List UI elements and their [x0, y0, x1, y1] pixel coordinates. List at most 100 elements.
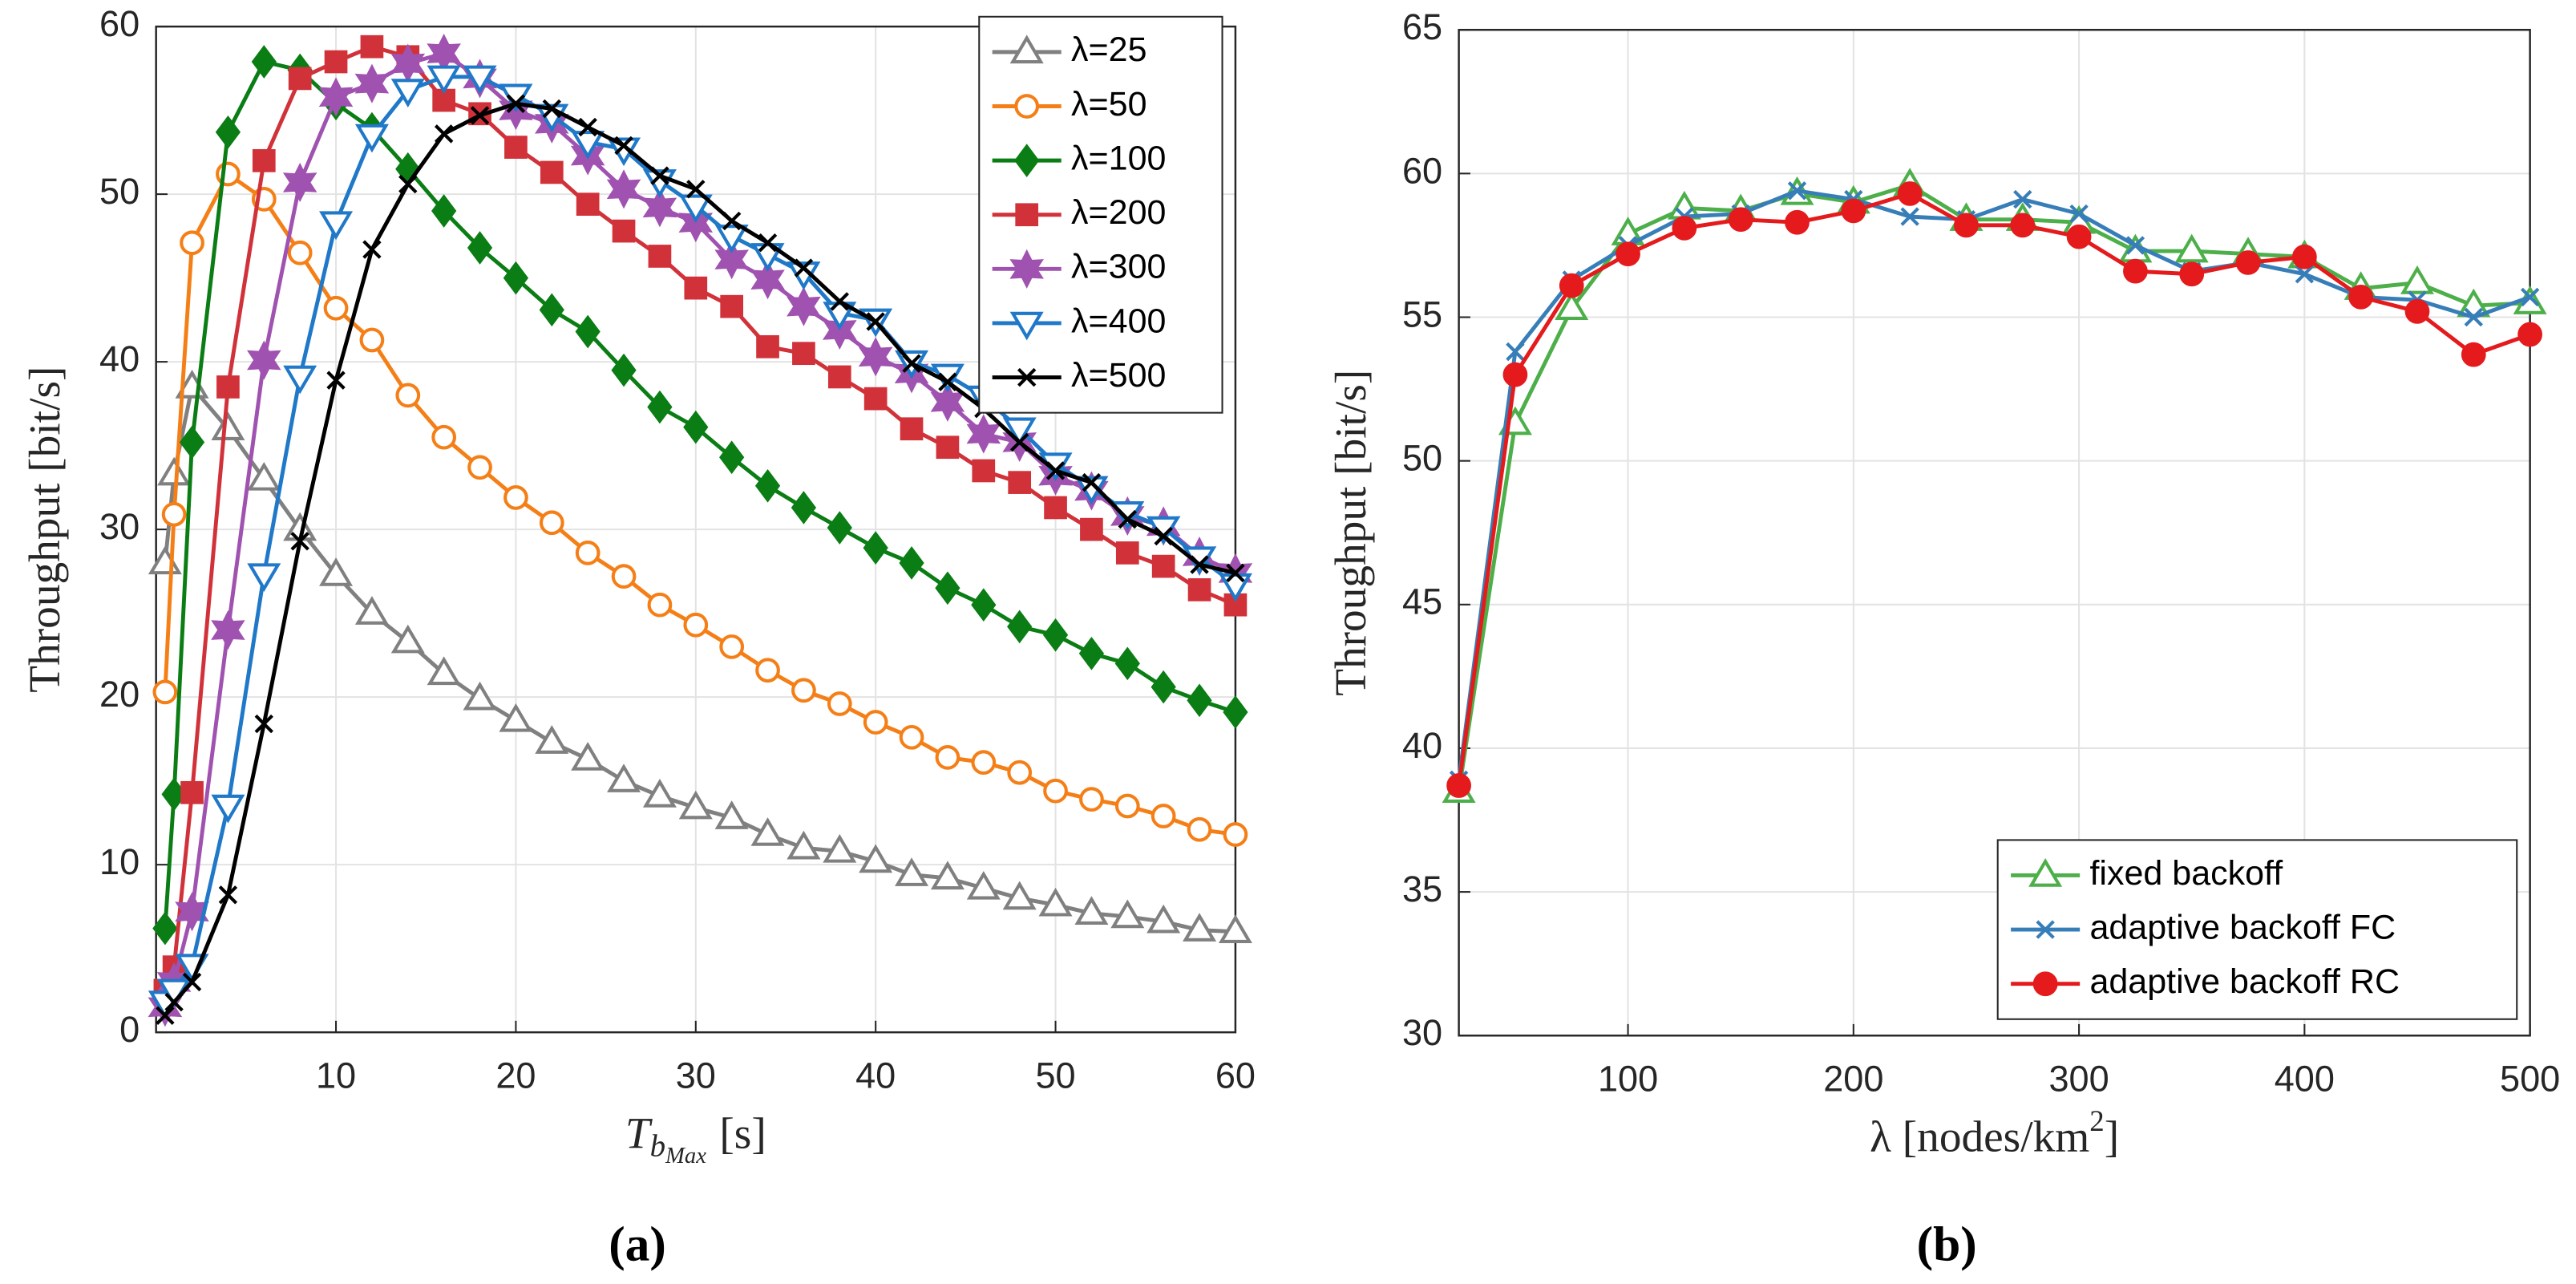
- marker: [2404, 298, 2430, 324]
- legend-marker: [2032, 971, 2058, 997]
- marker: [283, 365, 317, 395]
- marker: [2517, 322, 2542, 347]
- marker: [156, 1006, 175, 1025]
- y-tick-label: 30: [1402, 1012, 1442, 1053]
- marker: [1038, 887, 1073, 917]
- marker: [902, 354, 921, 373]
- marker: [859, 844, 893, 873]
- marker: [863, 387, 888, 411]
- marker: [1187, 816, 1212, 842]
- marker: [866, 312, 885, 331]
- marker: [251, 45, 277, 79]
- marker: [966, 414, 1001, 454]
- marker: [247, 340, 281, 380]
- marker: [1787, 181, 1807, 200]
- legend-marker: [2028, 858, 2063, 887]
- marker: [395, 383, 421, 408]
- marker: [827, 365, 851, 389]
- marker: [540, 160, 564, 184]
- x-axis-label-part: 2: [2089, 1104, 2104, 1137]
- marker: [719, 440, 745, 475]
- marker: [247, 461, 281, 491]
- marker: [1154, 526, 1173, 546]
- x-tick-label: 300: [2048, 1059, 2109, 1100]
- marker: [938, 372, 957, 391]
- marker: [2520, 287, 2540, 307]
- marker: [686, 180, 706, 199]
- marker: [218, 885, 238, 905]
- marker: [2295, 265, 2315, 284]
- y-tick-label: 35: [1402, 869, 1442, 909]
- legend: λ=25 λ=50 λ=100 λ=200 λ=300 λ=400 λ=500: [978, 15, 1223, 414]
- x-tick-label: 100: [1598, 1059, 1658, 1100]
- y-tick-label: 60: [99, 3, 140, 44]
- marker: [612, 219, 636, 243]
- marker: [722, 211, 742, 231]
- marker: [180, 780, 204, 804]
- axes-box: [155, 25, 1237, 1034]
- marker: [2179, 261, 2205, 287]
- marker: [750, 817, 785, 846]
- marker: [900, 417, 924, 441]
- marker: [935, 745, 960, 770]
- marker: [1446, 773, 1471, 798]
- marker: [252, 148, 276, 172]
- marker: [966, 870, 1001, 900]
- x-axis-label-part: [s]: [719, 1108, 766, 1157]
- marker: [1672, 216, 1697, 241]
- chart: 30 35 40 45 50 55 60 65 100 200 300 400 500 Throughpu…: [1326, 6, 2560, 1272]
- x-tick-label: 400: [2275, 1059, 2335, 1100]
- marker: [791, 678, 816, 703]
- legend-marker: [1015, 203, 1039, 227]
- marker: [683, 612, 709, 638]
- marker: [2235, 250, 2261, 275]
- marker: [463, 65, 497, 95]
- y-tick-label: 50: [1402, 438, 1442, 479]
- legend-label: λ=50: [1071, 85, 1146, 124]
- x-axis-label: TbMax [s]: [625, 1108, 766, 1168]
- marker: [1114, 646, 1140, 681]
- marker: [354, 63, 390, 103]
- x-tick-label: 50: [1035, 1055, 1075, 1096]
- legend-label: λ=400: [1071, 302, 1166, 340]
- marker: [971, 750, 997, 776]
- marker: [1841, 198, 1866, 224]
- marker: [1009, 432, 1029, 452]
- marker: [216, 375, 240, 399]
- y-tick-label: 45: [1402, 581, 1442, 622]
- y-tick-label: 65: [1402, 6, 1442, 47]
- marker: [2125, 236, 2145, 255]
- marker: [858, 337, 893, 377]
- marker: [578, 117, 597, 137]
- marker: [2174, 233, 2209, 263]
- marker: [750, 260, 785, 300]
- marker: [2123, 258, 2148, 284]
- legend: fixed backoff adaptive backoff FC adaptive…: [1996, 839, 2518, 1020]
- y-tick-label: 0: [119, 1009, 140, 1050]
- marker: [794, 258, 814, 277]
- marker: [1502, 362, 1528, 387]
- marker: [390, 79, 425, 107]
- x-tick-label: 500: [2500, 1059, 2560, 1100]
- marker: [614, 136, 633, 156]
- legend-marker: [1009, 34, 1044, 64]
- marker: [1226, 563, 1245, 583]
- legend-label: λ=200: [1071, 193, 1166, 232]
- marker: [1002, 417, 1037, 447]
- y-tick-label: 10: [99, 841, 140, 882]
- marker: [354, 596, 389, 625]
- marker: [398, 174, 418, 194]
- marker: [359, 327, 385, 353]
- marker: [571, 131, 605, 160]
- marker: [326, 371, 346, 390]
- legend-marker: [2036, 920, 2055, 939]
- marker: [575, 541, 601, 565]
- marker: [650, 166, 669, 185]
- marker: [647, 592, 673, 618]
- marker: [575, 314, 601, 349]
- marker: [161, 501, 187, 527]
- marker: [607, 764, 641, 792]
- marker: [719, 634, 745, 659]
- marker: [936, 435, 960, 460]
